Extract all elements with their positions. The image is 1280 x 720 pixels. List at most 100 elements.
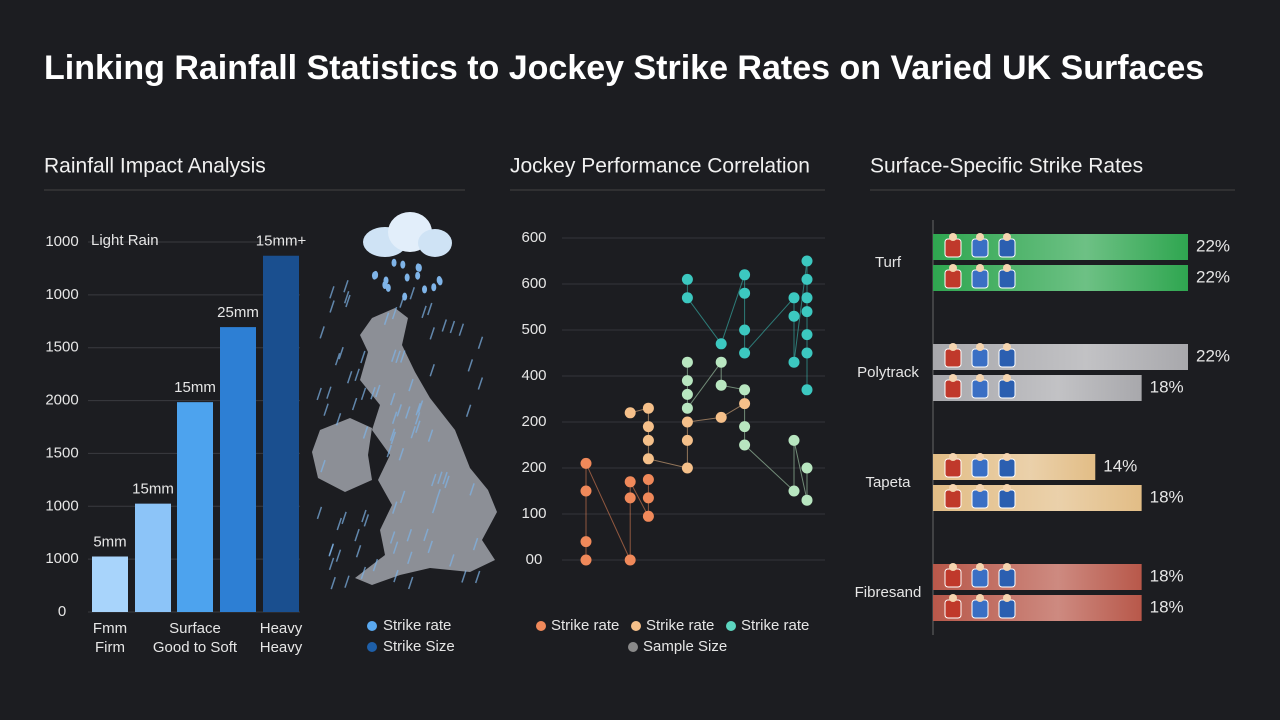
- rain-streak: [441, 319, 448, 332]
- jockey-cap: [976, 594, 984, 602]
- rain-streak: [393, 569, 399, 583]
- rain-streak: [437, 471, 443, 484]
- rain-streak: [375, 384, 381, 398]
- rain-streak: [389, 428, 396, 441]
- jockey-icon: [944, 269, 962, 289]
- point: [788, 310, 800, 322]
- rain-streak: [383, 312, 390, 325]
- rain-streak: [323, 403, 329, 416]
- great-britain: [355, 308, 497, 585]
- point: [788, 356, 800, 368]
- rain-streak: [414, 412, 421, 425]
- jockey-cap: [949, 343, 957, 351]
- point: [788, 485, 800, 497]
- jockey-cap: [949, 484, 957, 492]
- rain-streak: [386, 444, 392, 458]
- rain-streak: [429, 364, 435, 377]
- rain-streak: [423, 528, 429, 542]
- legend-swatch: [536, 621, 546, 631]
- jockey-icon: [971, 269, 989, 289]
- point: [580, 485, 592, 497]
- jockey-cap: [949, 374, 957, 382]
- rain-streak: [335, 413, 342, 426]
- rain-streak: [398, 447, 405, 461]
- rain-streak: [405, 406, 411, 419]
- y-tick-label: 600: [521, 275, 546, 292]
- jockey-icon: [971, 458, 989, 478]
- point: [642, 492, 654, 504]
- x-tick-label: Fmm: [93, 620, 127, 637]
- point: [801, 347, 813, 359]
- rain-streak: [417, 400, 424, 413]
- jockey-icon: [998, 568, 1016, 588]
- point: [681, 388, 693, 400]
- point: [739, 421, 751, 433]
- raindrop: [391, 258, 397, 267]
- legend-label: Strike Size: [383, 638, 455, 655]
- point: [801, 306, 813, 318]
- point: [681, 402, 693, 414]
- bar: [92, 556, 128, 612]
- value-label: 22%: [1196, 236, 1230, 255]
- rain-streak: [391, 349, 397, 363]
- rain-streak: [329, 300, 335, 313]
- rain-streak: [429, 327, 435, 340]
- x-tick-label: Surface: [169, 620, 221, 637]
- rain-streak: [395, 350, 401, 364]
- y-tick-label: 1000: [45, 550, 78, 567]
- point: [801, 329, 813, 341]
- jockey-cap: [976, 484, 984, 492]
- jockey-cap: [1003, 233, 1011, 241]
- series-line: [630, 403, 745, 469]
- rain-streak: [370, 387, 376, 400]
- jockey-icon: [998, 379, 1016, 399]
- rain-streak: [326, 386, 332, 399]
- y-tick-label: 200: [521, 413, 546, 430]
- rain-streak: [415, 403, 421, 416]
- point: [788, 434, 800, 446]
- point: [681, 273, 693, 285]
- category-label: Fibresand: [855, 584, 922, 601]
- rain-streak: [346, 370, 353, 384]
- jockey-icon: [944, 599, 962, 619]
- point: [642, 421, 654, 433]
- jockey-cap: [949, 233, 957, 241]
- bar: [220, 327, 256, 612]
- y-tick-label: 1000: [45, 233, 78, 250]
- rain-streak: [389, 531, 396, 544]
- y-tick-label: 200: [521, 459, 546, 476]
- bar-shine: [933, 344, 1188, 370]
- rain-streak: [474, 570, 481, 584]
- category-label: Turf: [875, 254, 902, 271]
- legend-label: Sample Size: [643, 638, 727, 655]
- jockey-icon: [971, 238, 989, 258]
- jockey-cap: [976, 233, 984, 241]
- jockey-icon: [998, 238, 1016, 258]
- legend-label: Strike rate: [383, 617, 451, 634]
- rain-streak: [409, 286, 415, 300]
- rain-streak: [360, 350, 366, 364]
- rain-streak: [328, 544, 334, 557]
- legend-label: Strike rate: [646, 617, 714, 634]
- rain-streak: [406, 528, 413, 542]
- point: [739, 384, 751, 396]
- rain-streak: [344, 575, 350, 588]
- value-label: 22%: [1196, 267, 1230, 286]
- jockey-cap: [949, 264, 957, 272]
- point: [681, 356, 693, 368]
- bar-shine: [933, 265, 1188, 291]
- point: [681, 292, 693, 304]
- rain-streak: [399, 490, 406, 504]
- rain-streak: [355, 545, 362, 558]
- bar-shine: [933, 234, 1188, 260]
- jockey-icon: [944, 458, 962, 478]
- y-tick-label: 1000: [45, 497, 78, 514]
- value-label: 22%: [1196, 346, 1230, 365]
- jockey-cap: [976, 264, 984, 272]
- raindrop: [371, 271, 377, 280]
- rain-streak: [343, 290, 350, 304]
- point: [801, 255, 813, 267]
- raindrop: [385, 283, 391, 292]
- cloud: [363, 212, 452, 257]
